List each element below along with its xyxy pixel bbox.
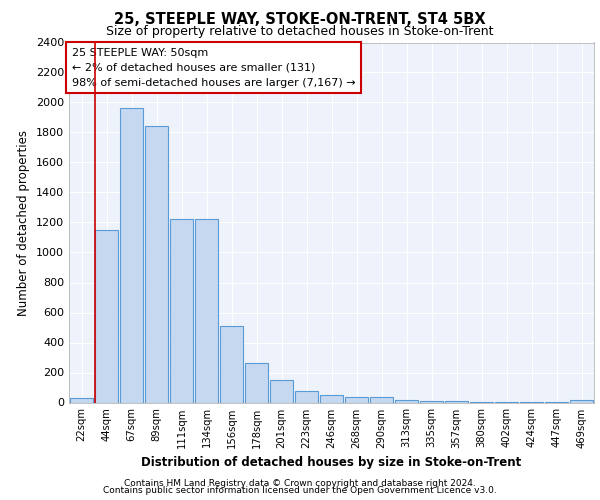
Text: 25, STEEPLE WAY, STOKE-ON-TRENT, ST4 5BX: 25, STEEPLE WAY, STOKE-ON-TRENT, ST4 5BX	[114, 12, 486, 28]
Text: 25 STEEPLE WAY: 50sqm
← 2% of detached houses are smaller (131)
98% of semi-deta: 25 STEEPLE WAY: 50sqm ← 2% of detached h…	[71, 48, 355, 88]
Bar	[194, 220, 218, 402]
Bar	[395, 400, 418, 402]
Bar	[370, 396, 394, 402]
Bar	[70, 398, 94, 402]
Bar	[445, 401, 469, 402]
Text: Contains public sector information licensed under the Open Government Licence v3: Contains public sector information licen…	[103, 486, 497, 495]
Text: Contains HM Land Registry data © Crown copyright and database right 2024.: Contains HM Land Registry data © Crown c…	[124, 478, 476, 488]
Text: Size of property relative to detached houses in Stoke-on-Trent: Size of property relative to detached ho…	[106, 25, 494, 38]
Bar	[295, 390, 319, 402]
Bar	[170, 220, 193, 402]
Bar	[145, 126, 169, 402]
Bar	[419, 401, 443, 402]
Bar	[245, 363, 268, 403]
X-axis label: Distribution of detached houses by size in Stoke-on-Trent: Distribution of detached houses by size …	[142, 456, 521, 469]
Y-axis label: Number of detached properties: Number of detached properties	[17, 130, 31, 316]
Bar	[269, 380, 293, 402]
Bar	[95, 230, 118, 402]
Bar	[119, 108, 143, 403]
Bar	[344, 396, 368, 402]
Bar	[320, 395, 343, 402]
Bar	[569, 400, 593, 402]
Bar	[220, 326, 244, 402]
